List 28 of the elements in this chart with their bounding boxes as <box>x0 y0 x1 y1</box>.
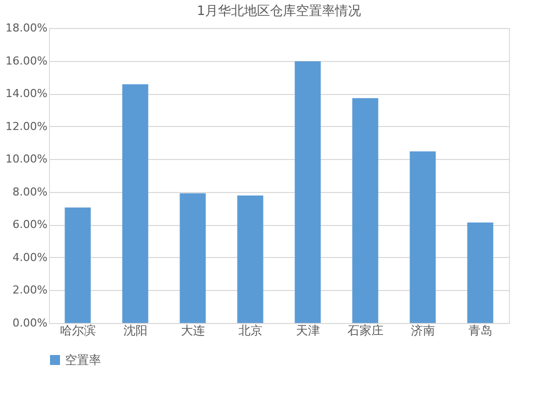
y-tick-label: 4.00% <box>12 250 48 264</box>
x-tick-label: 北京 <box>238 324 262 338</box>
x-tick-label: 沈阳 <box>123 324 148 338</box>
y-tick-label: 18.00% <box>6 22 48 34</box>
y-tick-label: 6.00% <box>12 218 48 232</box>
y-tick-label: 14.00% <box>6 87 48 100</box>
y-tick-label: 0.00% <box>12 316 48 330</box>
legend-label: 空置率 <box>65 353 101 367</box>
bar <box>64 207 91 323</box>
y-tick-label: 2.00% <box>12 284 48 297</box>
x-tick-label: 大连 <box>180 324 205 338</box>
y-tick-label: 12.00% <box>6 120 48 133</box>
x-tick-label: 济南 <box>410 324 435 338</box>
bar <box>180 193 206 323</box>
bar <box>294 61 321 323</box>
bar <box>410 151 436 323</box>
x-tick-label: 天津 <box>296 324 320 338</box>
bar <box>352 98 378 323</box>
x-tick-label: 石家庄 <box>347 324 384 338</box>
x-tick-label: 哈尔滨 <box>60 324 96 338</box>
bar <box>467 222 494 323</box>
bar <box>122 84 148 323</box>
bar <box>237 195 264 323</box>
x-tick-label: 青岛 <box>468 324 492 338</box>
y-tick-label: 16.00% <box>6 54 48 68</box>
y-tick-label: 8.00% <box>12 185 48 198</box>
chart-title: 1月华北地区仓库空置率情况 <box>196 3 362 19</box>
y-tick-label: 10.00% <box>6 152 48 166</box>
